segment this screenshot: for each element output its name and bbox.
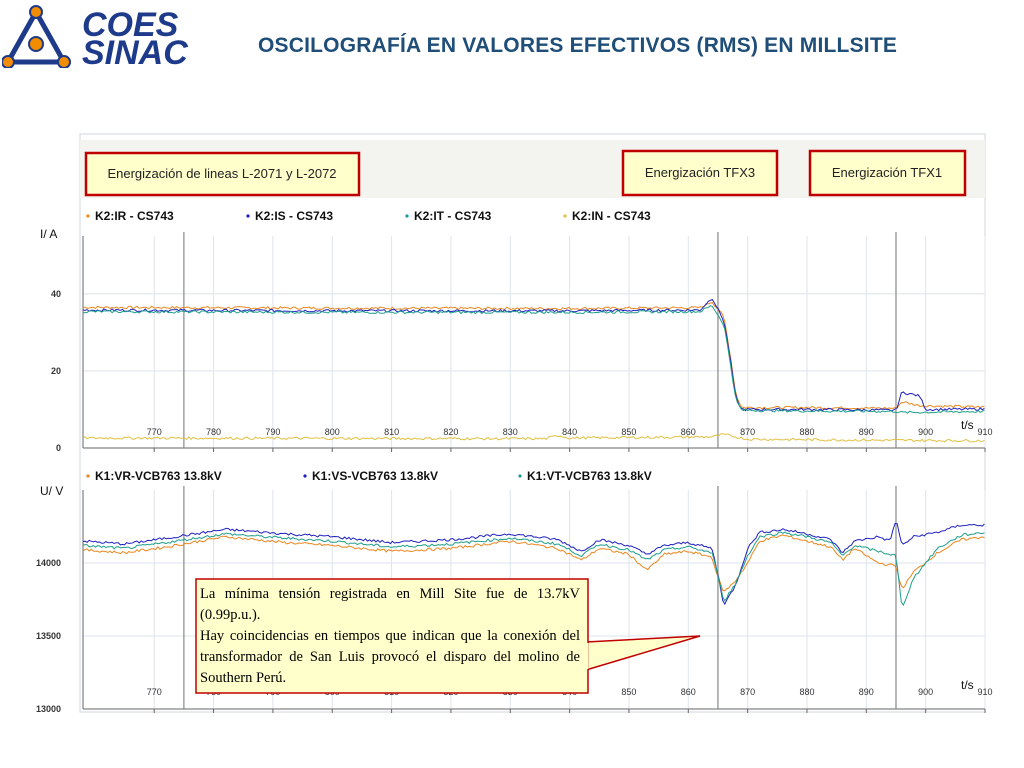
event-label-lineas: Energización de lineas L-2071 y L-2072 [107, 166, 336, 181]
legend-swatch [518, 474, 522, 478]
x-tick-label: 900 [918, 687, 933, 697]
y-tick-label: 0 [56, 443, 61, 453]
legend-label: K2:IR - CS743 [95, 209, 174, 223]
x-axis-label: t/s [961, 678, 974, 692]
x-tick-label: 910 [977, 427, 992, 437]
callout-line1: La mínima tensión registrada en Mill Sit… [200, 586, 580, 623]
x-tick-label: 850 [621, 427, 636, 437]
legend-swatch [405, 214, 409, 218]
legend-swatch [246, 214, 250, 218]
logo-line2: SINAC [82, 34, 188, 68]
event-label-tfx1: Energización TFX1 [832, 165, 942, 180]
x-axis-label: t/s [961, 418, 974, 432]
slide-title: OSCILOGRAFÍA EN VALORES EFECTIVOS (RMS) … [258, 34, 898, 57]
legend-label: K1:VR-VCB763 13.8kV [95, 469, 222, 483]
x-tick-label: 780 [206, 427, 221, 437]
x-tick-label: 870 [740, 427, 755, 437]
x-tick-label: 830 [503, 427, 518, 437]
y-tick-label: 13500 [36, 631, 61, 641]
series-line-0 [83, 302, 985, 410]
x-tick-label: 890 [859, 427, 874, 437]
legend-label: K1:VT-VCB763 13.8kV [527, 469, 652, 483]
series-line-2 [83, 531, 985, 607]
x-tick-label: 880 [799, 427, 814, 437]
y-tick-label: 40 [51, 289, 61, 299]
y-axis-label: I/ A [40, 227, 57, 241]
legend-swatch [563, 214, 567, 218]
x-tick-label: 910 [977, 687, 992, 697]
legend-swatch [86, 214, 90, 218]
y-tick-label: 13000 [36, 704, 61, 714]
y-tick-label: 20 [51, 366, 61, 376]
logo-line1: COES [82, 6, 179, 44]
x-tick-label: 810 [384, 427, 399, 437]
x-tick-label: 890 [859, 687, 874, 697]
legend-label: K2:IS - CS743 [255, 209, 333, 223]
callout-text: La mínima tensión registrada en Mill Sit… [200, 584, 580, 689]
series-line-1 [83, 522, 985, 606]
x-tick-label: 850 [621, 687, 636, 697]
series-line-2 [83, 305, 985, 414]
legend-label: K1:VS-VCB763 13.8kV [312, 469, 438, 483]
logo-triangle-icon [3, 6, 69, 65]
event-box-lineas: Energización de lineas L-2071 y L-2072 [84, 151, 361, 197]
x-tick-label: 840 [562, 427, 577, 437]
x-tick-label: 800 [325, 427, 340, 437]
x-tick-label: 880 [799, 687, 814, 697]
current-chart: 770 780 790 800 810 820 830 840 850 860 870 880 890 9… [40, 209, 993, 453]
coes-sinac-logo: COES SINAC [2, 5, 188, 68]
event-label-tfx3: Energización TFX3 [645, 165, 755, 180]
event-box-tfx1: Energización TFX1 [808, 149, 967, 197]
x-tick-label: 790 [265, 427, 280, 437]
y-tick-label: 14000 [36, 558, 61, 568]
callout-line2: Hay coincidencias en tiempos que indican… [200, 628, 580, 686]
x-tick-label: 820 [443, 427, 458, 437]
series-line-3 [83, 433, 985, 443]
x-tick-label: 770 [147, 687, 162, 697]
x-tick-label: 860 [681, 687, 696, 697]
x-tick-label: 770 [147, 427, 162, 437]
series-line-0 [83, 534, 985, 592]
event-box-tfx3: Energización TFX3 [621, 149, 779, 197]
callout-box [195, 578, 589, 694]
x-tick-label: 860 [681, 427, 696, 437]
legend-label: K2:IN - CS743 [572, 209, 651, 223]
legend-label: K2:IT - CS743 [414, 209, 492, 223]
legend-swatch [86, 474, 90, 478]
y-axis-label: U/ V [40, 484, 63, 498]
x-tick-label: 870 [740, 687, 755, 697]
legend-swatch [303, 474, 307, 478]
x-tick-label: 900 [918, 427, 933, 437]
